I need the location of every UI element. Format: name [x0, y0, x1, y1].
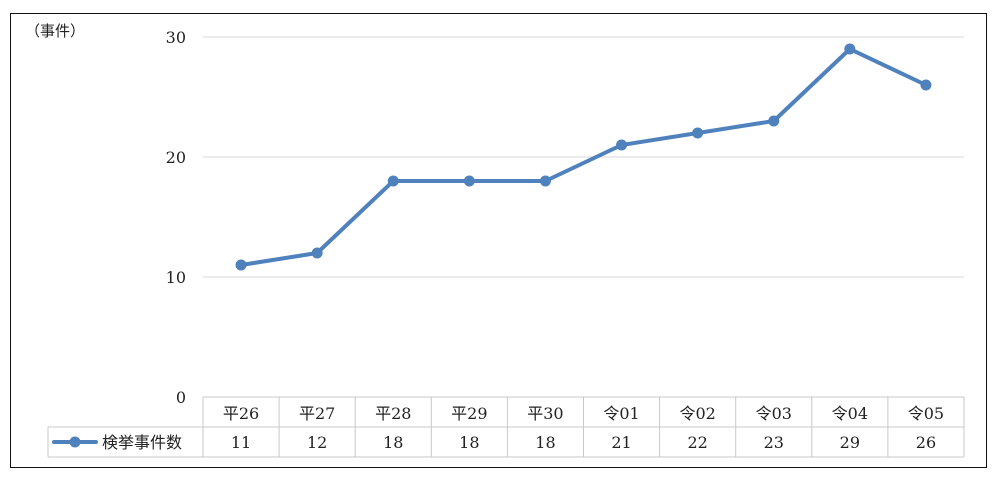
- data-point: [616, 139, 628, 151]
- data-point: [768, 115, 780, 127]
- x-category-label: 平27: [299, 404, 335, 423]
- data-table-value: 18: [459, 433, 479, 452]
- data-table-value: 29: [840, 433, 860, 452]
- legend-series-name: 検挙事件数: [102, 433, 182, 452]
- data-point: [235, 259, 247, 271]
- x-category-label: 令04: [832, 404, 868, 423]
- data-table-value: 23: [764, 433, 784, 452]
- y-axis-ticks: 0 10 20 30: [166, 28, 186, 407]
- data-point: [539, 175, 551, 187]
- x-category-label: 平28: [375, 404, 411, 423]
- data-table-value: 12: [307, 433, 327, 452]
- x-category-label: 令03: [756, 404, 792, 423]
- x-category-label: 平30: [527, 404, 563, 423]
- x-category-label: 平29: [451, 404, 487, 423]
- line-chart: （事件） 0 10 20 30 平26 平27 平28 平29 平30 令01 令02 令03 令04…: [25, 22, 965, 458]
- series-layer: [235, 43, 932, 271]
- y-tick-label: 30: [166, 28, 186, 47]
- x-category-label: 令02: [679, 404, 715, 423]
- y-tick-label: 10: [166, 268, 186, 287]
- data-table-value: 18: [383, 433, 403, 452]
- gridlines: [203, 36, 964, 278]
- data-point: [463, 175, 475, 187]
- data-table-value: 18: [535, 433, 555, 452]
- y-axis-unit-label: （事件）: [25, 22, 85, 40]
- data-point: [311, 247, 323, 259]
- data-point: [844, 43, 856, 55]
- data-table: 平26 平27 平28 平29 平30 令01 令02 令03 令04 令05 検挙事件数 11 12 1…: [47, 396, 965, 458]
- data-point: [387, 175, 399, 187]
- data-point: [692, 127, 704, 139]
- chart-frame: （事件） 0 10 20 30 平26 平27 平28 平29 平30 令01 令02 令03 令04…: [10, 13, 987, 468]
- series-line: [239, 47, 928, 267]
- legend-point-marker: [69, 436, 81, 448]
- y-tick-label: 0: [176, 388, 186, 407]
- data-table-value: 22: [687, 433, 707, 452]
- data-point: [920, 79, 932, 91]
- x-category-label: 令05: [908, 404, 944, 423]
- data-table-value: 11: [231, 433, 251, 452]
- y-tick-label: 20: [166, 148, 186, 167]
- data-table-value: 26: [916, 433, 936, 452]
- data-table-value: 21: [611, 433, 631, 452]
- x-category-label: 令01: [603, 404, 639, 423]
- x-category-label: 平26: [223, 404, 259, 423]
